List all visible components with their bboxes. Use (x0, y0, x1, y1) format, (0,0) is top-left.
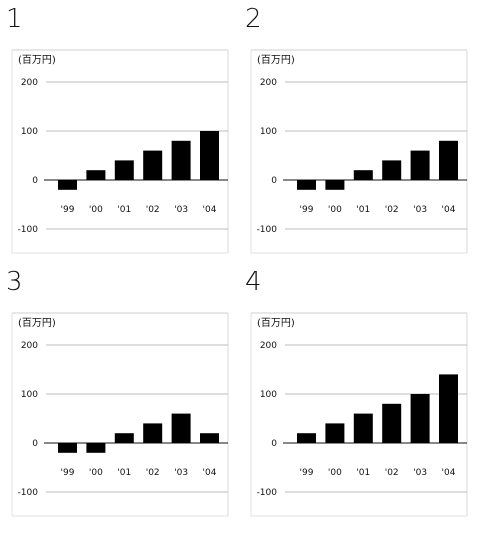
chart-panel-1: 1 (百万円) 200 100 0 -100 '99 '00 '01 '02 '03 '04 (6, 5, 231, 255)
bar (353, 413, 373, 443)
bar (353, 170, 373, 180)
bar (410, 394, 430, 443)
x-tick-label: '01 (356, 468, 370, 478)
x-tick-label: '04 (203, 468, 217, 478)
x-tick-label: '01 (117, 205, 131, 215)
x-tick-label: '00 (328, 205, 342, 215)
y-tick-label: 100 (260, 390, 277, 400)
bar (325, 180, 345, 190)
panel-number: 4 (245, 267, 262, 297)
bar (171, 413, 191, 443)
y-tick-label: -100 (257, 225, 278, 235)
bar (58, 443, 77, 453)
bar (86, 170, 106, 180)
x-tick-label: '99 (300, 468, 314, 478)
y-tick-label: 100 (21, 127, 38, 137)
x-tick-label: '99 (61, 205, 75, 215)
chart-panel-3: 3 (百万円) 200 100 0 -100 '99 '00 '01 '02 '03 '04 (6, 268, 231, 518)
unit-label: (百万円) (18, 55, 56, 66)
bar (382, 160, 402, 180)
panel-number: 2 (245, 4, 262, 34)
y-tick-label: 200 (260, 341, 277, 351)
x-tick-label: '01 (356, 205, 370, 215)
bar (439, 374, 458, 443)
bar (143, 150, 163, 180)
panel-number: 1 (6, 4, 23, 34)
x-tick-label: '04 (442, 205, 456, 215)
y-tick-label: 100 (21, 390, 38, 400)
bar (325, 423, 345, 443)
y-tick-label: 200 (260, 78, 277, 88)
bar (297, 433, 316, 443)
bar (171, 140, 191, 180)
y-tick-label: -100 (257, 488, 278, 498)
y-tick-label: 200 (21, 341, 38, 351)
bar (114, 433, 134, 443)
unit-label: (百万円) (257, 55, 295, 66)
bar-chart-2: 200 100 0 -100 '99 '00 '01 '02 '03 '04 (250, 49, 468, 254)
bar (439, 140, 458, 180)
x-tick-label: '99 (300, 205, 314, 215)
x-tick-label: '02 (146, 468, 160, 478)
unit-label: (百万円) (18, 318, 56, 329)
chart-panel-4: 4 (百万円) 200 100 0 -100 '99 '00 '01 '02 '03 '04 (245, 268, 470, 518)
x-tick-label: '02 (146, 205, 160, 215)
x-tick-label: '03 (174, 468, 188, 478)
x-tick-label: '04 (203, 205, 217, 215)
bar (86, 443, 106, 453)
x-tick-label: '03 (413, 468, 427, 478)
x-tick-label: '99 (61, 468, 75, 478)
x-tick-label: '00 (328, 468, 342, 478)
x-tick-label: '00 (89, 468, 103, 478)
y-tick-label: 0 (271, 176, 277, 186)
y-tick-label: 0 (32, 176, 38, 186)
x-tick-label: '02 (385, 468, 399, 478)
bar (58, 180, 77, 190)
x-tick-label: '02 (385, 205, 399, 215)
unit-label: (百万円) (257, 318, 295, 329)
x-tick-label: '00 (89, 205, 103, 215)
chart-panel-2: 2 (百万円) 200 100 0 -100 '99 '00 '01 '02 '03 '04 (245, 5, 470, 255)
y-tick-label: 0 (32, 439, 38, 449)
bar (200, 433, 219, 443)
bar (410, 150, 430, 180)
y-tick-label: 100 (260, 127, 277, 137)
x-tick-label: '03 (174, 205, 188, 215)
bar-chart-4: 200 100 0 -100 '99 '00 '01 '02 '03 '04 (250, 312, 468, 517)
bar (200, 131, 219, 180)
bar (143, 423, 163, 443)
bar (114, 160, 134, 180)
bar-chart-1: 200 100 0 -100 '99 '00 '01 '02 '03 '04 (11, 49, 229, 254)
x-tick-label: '01 (117, 468, 131, 478)
y-tick-label: 200 (21, 78, 38, 88)
x-tick-label: '04 (442, 468, 456, 478)
x-tick-label: '03 (413, 205, 427, 215)
y-tick-label: 0 (271, 439, 277, 449)
bar (297, 180, 316, 190)
y-tick-label: -100 (18, 488, 39, 498)
bar (382, 403, 402, 443)
bar-chart-3: 200 100 0 -100 '99 '00 '01 '02 '03 '04 (11, 312, 229, 517)
y-tick-label: -100 (18, 225, 39, 235)
panel-number: 3 (6, 267, 23, 297)
